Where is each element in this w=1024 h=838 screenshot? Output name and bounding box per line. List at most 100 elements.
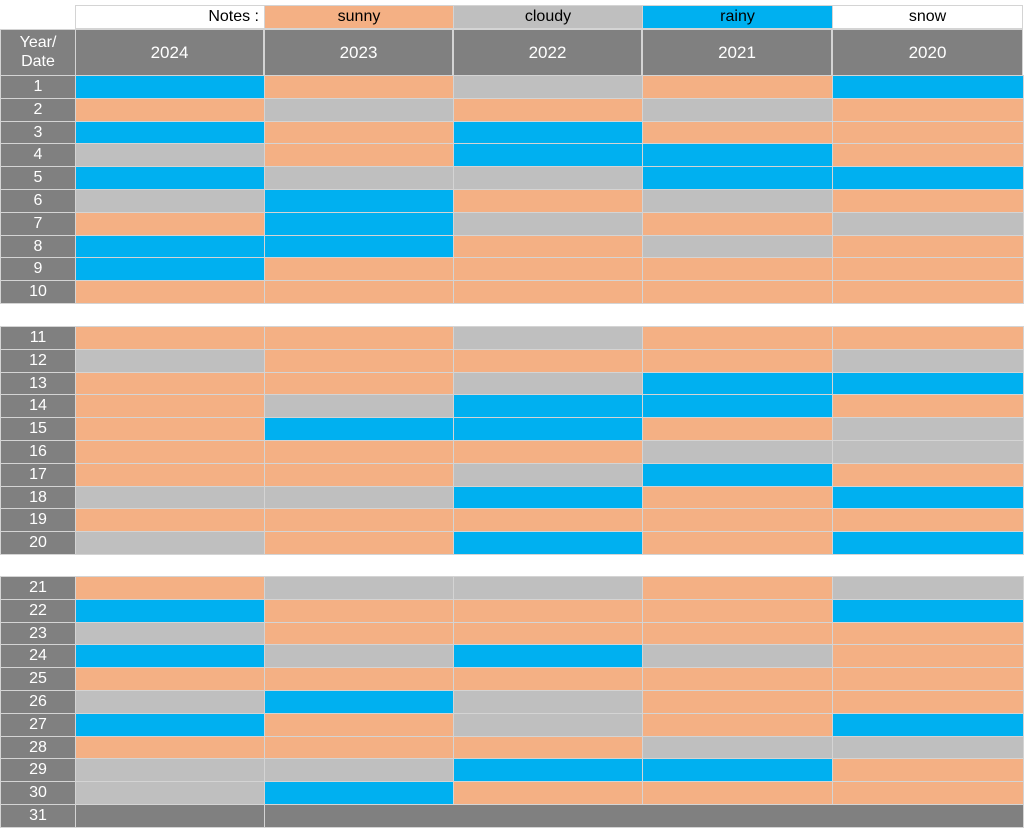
weather-cell-19-2020: [832, 508, 1024, 532]
weather-cell-10-2023: [264, 280, 454, 304]
weather-cell-14-2020: [832, 394, 1024, 418]
weather-cell-1-2020: [832, 75, 1024, 99]
date-label-15: 15: [0, 417, 76, 441]
weather-cell-28-2020: [832, 736, 1024, 759]
weather-cell-7-2021: [642, 212, 833, 236]
date-label-9: 9: [0, 257, 76, 281]
weather-cell-29-2023: [264, 758, 454, 782]
weather-cell-6-2020: [832, 189, 1024, 213]
weather-cell-6-2022: [453, 189, 643, 213]
weather-cell-25-2024: [75, 667, 265, 691]
weather-cell-22-2024: [75, 599, 265, 623]
weather-cell-20-2022: [453, 531, 643, 555]
weather-cell-13-2024: [75, 372, 265, 395]
weather-cell-29-2021: [642, 758, 833, 782]
date-label-25: 25: [0, 667, 76, 691]
weather-cell-3-2022: [453, 121, 643, 144]
weather-cell-11-2022: [453, 326, 643, 350]
weather-cell-9-2022: [453, 257, 643, 281]
date-label-2: 2: [0, 98, 76, 122]
weather-cell-9-2021: [642, 257, 833, 281]
weather-cell-2-2024: [75, 98, 265, 122]
weather-cell-23-2022: [453, 622, 643, 645]
legend-cloudy: cloudy: [453, 5, 643, 29]
date-label-14: 14: [0, 394, 76, 418]
date-label-26: 26: [0, 690, 76, 714]
weather-cell-5-2021: [642, 166, 833, 190]
date-label-20: 20: [0, 531, 76, 555]
weather-cell-19-2023: [264, 508, 454, 532]
weather-cell-21-2021: [642, 576, 833, 600]
date-label-27: 27: [0, 713, 76, 737]
weather-cell-9-2024: [75, 257, 265, 281]
weather-cell-7-2020: [832, 212, 1024, 236]
date-label-19: 19: [0, 508, 76, 532]
legend-sunny: sunny: [264, 5, 454, 29]
weather-cell-29-2020: [832, 758, 1024, 782]
weather-cell-22-2020: [832, 599, 1024, 623]
weather-cell-3-2021: [642, 121, 833, 144]
date-label-23: 23: [0, 622, 76, 645]
weather-cell-17-2024: [75, 463, 265, 487]
weather-cell-14-2022: [453, 394, 643, 418]
weather-cell-27-2021: [642, 713, 833, 737]
weather-cell-28-2021: [642, 736, 833, 759]
weather-cell-5-2023: [264, 166, 454, 190]
weather-cell-8-2022: [453, 235, 643, 258]
year-header-2024: 2024: [75, 29, 264, 76]
weather-cell-28-2022: [453, 736, 643, 759]
weather-cell-15-2021: [642, 417, 833, 441]
date-label-10: 10: [0, 280, 76, 304]
weather-cell-24-2023: [264, 644, 454, 668]
weather-cell-12-2020: [832, 349, 1024, 373]
weather-cell-15-2020: [832, 417, 1024, 441]
weather-cell-26-2022: [453, 690, 643, 714]
corner-header: Year/ Date: [0, 29, 76, 76]
weather-cell-4-2022: [453, 143, 643, 167]
weather-cell-23-2023: [264, 622, 454, 645]
year-header-2020: 2020: [832, 29, 1023, 76]
date-label-8: 8: [0, 235, 76, 258]
weather-cell-6-2021: [642, 189, 833, 213]
weather-cell-1-2023: [264, 75, 454, 99]
weather-cell-16-2021: [642, 440, 833, 464]
weather-cell-4-2023: [264, 143, 454, 167]
legend-snow: snow: [832, 5, 1023, 29]
weather-cell-1-2021: [642, 75, 833, 99]
weather-cell-18-2023: [264, 486, 454, 509]
weather-cell-22-2021: [642, 599, 833, 623]
weather-cell-17-2020: [832, 463, 1024, 487]
weather-cell-10-2021: [642, 280, 833, 304]
weather-cell-14-2023: [264, 394, 454, 418]
weather-cell-5-2020: [832, 166, 1024, 190]
weather-cell-4-2020: [832, 143, 1024, 167]
weather-cell-18-2021: [642, 486, 833, 509]
weather-cell-26-2024: [75, 690, 265, 714]
weather-cell-1-2024: [75, 75, 265, 99]
weather-cell-20-2021: [642, 531, 833, 555]
weather-cell-30-2024: [75, 781, 265, 805]
weather-cell-14-2021: [642, 394, 833, 418]
weather-cell-3-2020: [832, 121, 1024, 144]
weather-cell-7-2024: [75, 212, 265, 236]
weather-cell-11-2021: [642, 326, 833, 350]
weather-cell-29-2022: [453, 758, 643, 782]
weather-cell-10-2020: [832, 280, 1024, 304]
weather-cell-9-2020: [832, 257, 1024, 281]
weather-cell-6-2023: [264, 189, 454, 213]
weather-cell-8-2024: [75, 235, 265, 258]
date-label-7: 7: [0, 212, 76, 236]
weather-cell-16-2024: [75, 440, 265, 464]
weather-cell-28-2024: [75, 736, 265, 759]
weather-cell-11-2024: [75, 326, 265, 350]
weather-cell-5-2022: [453, 166, 643, 190]
corner-year-label: Year/: [19, 34, 57, 52]
weather-cell-23-2024: [75, 622, 265, 645]
weather-cell-15-2024: [75, 417, 265, 441]
weather-cell-15-2023: [264, 417, 454, 441]
date-label-24: 24: [0, 644, 76, 668]
weather-cell-23-2021: [642, 622, 833, 645]
weather-cell-13-2022: [453, 372, 643, 395]
weather-cell-17-2023: [264, 463, 454, 487]
weather-cell-4-2021: [642, 143, 833, 167]
